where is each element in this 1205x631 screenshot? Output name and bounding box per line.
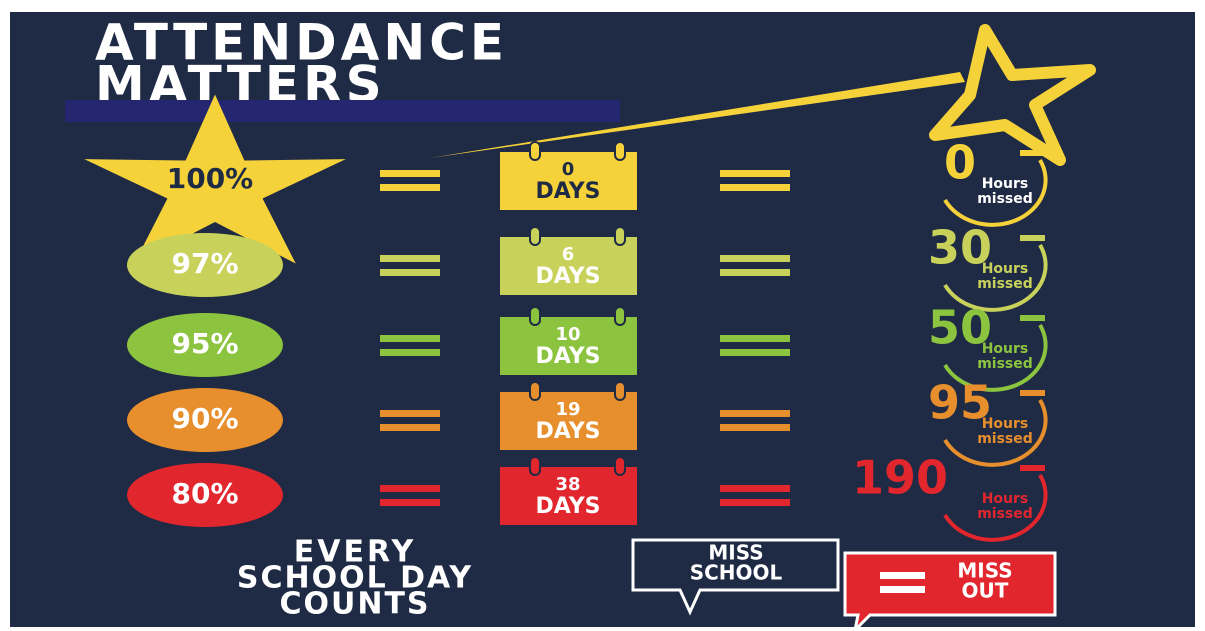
days-number: 19 xyxy=(555,399,580,420)
hours-number: 30 xyxy=(928,221,992,275)
bubble-left xyxy=(631,538,840,616)
hours-label: Hours xyxy=(982,176,1029,192)
bubble-text: SCHOOL xyxy=(690,561,783,585)
calendar xyxy=(500,152,637,210)
clock-knob xyxy=(1020,315,1045,321)
hours-number: 0 xyxy=(944,136,976,190)
hours-label: missed xyxy=(977,506,1033,522)
equals xyxy=(720,255,790,262)
equals xyxy=(380,485,440,492)
clock xyxy=(943,323,1048,392)
hours-label: Hours xyxy=(982,341,1029,357)
calendar xyxy=(500,317,637,375)
slogan: EVERY xyxy=(294,535,416,570)
title-bar xyxy=(65,100,620,122)
equals xyxy=(720,269,790,276)
star-streak xyxy=(430,72,965,158)
top-strip xyxy=(0,0,1205,12)
percent: 80% xyxy=(171,477,238,510)
equals xyxy=(880,586,925,593)
equals xyxy=(880,572,925,579)
equals xyxy=(720,184,790,191)
hours-label: missed xyxy=(977,276,1033,292)
percent: 97% xyxy=(171,247,238,280)
clock xyxy=(943,473,1048,542)
equals xyxy=(720,485,790,492)
title-line: ATTENDANCE xyxy=(95,14,508,72)
days-number: 6 xyxy=(562,244,575,265)
clock-knob xyxy=(1020,235,1045,241)
equals xyxy=(720,499,790,506)
hours-number: 50 xyxy=(928,301,992,355)
days-label: DAYS xyxy=(536,419,601,444)
percent: 90% xyxy=(171,402,238,435)
days-number: 0 xyxy=(562,159,575,180)
calendar-ring xyxy=(614,141,626,161)
hours-number: 190 xyxy=(852,451,948,505)
calendar-ring xyxy=(529,456,541,476)
hours-label: missed xyxy=(977,356,1033,372)
percent-badge xyxy=(127,388,283,452)
clock xyxy=(943,398,1048,467)
percent-badge xyxy=(127,233,283,297)
calendar-ring xyxy=(614,456,626,476)
star-outline xyxy=(929,24,1096,166)
calendar-ring xyxy=(614,306,626,326)
hours-label: Hours xyxy=(982,261,1029,277)
equals xyxy=(380,335,440,342)
bubble-text: MISS xyxy=(708,541,763,565)
hours-number: 95 xyxy=(928,376,992,430)
calendar-ring xyxy=(614,226,626,246)
calendar-ring xyxy=(529,226,541,246)
days-label: DAYS xyxy=(536,264,601,289)
equals xyxy=(380,184,440,191)
equals xyxy=(380,410,440,417)
clock-knob xyxy=(1020,390,1045,396)
calendar xyxy=(500,237,637,295)
bubble-text: OUT xyxy=(962,579,1009,603)
calendar-ring xyxy=(529,381,541,401)
clock-knob xyxy=(1020,150,1045,156)
equals xyxy=(380,349,440,356)
hours-label: Hours xyxy=(982,416,1029,432)
equals xyxy=(380,269,440,276)
days-number: 38 xyxy=(555,474,580,495)
days-label: DAYS xyxy=(536,179,601,204)
days-label: DAYS xyxy=(536,494,601,519)
calendar-ring xyxy=(529,141,541,161)
calendar xyxy=(500,392,637,450)
equals xyxy=(720,424,790,431)
equals xyxy=(720,410,790,417)
equals xyxy=(720,335,790,342)
equals xyxy=(380,255,440,262)
slogan: COUNTS xyxy=(279,587,430,622)
percent: 100% xyxy=(167,162,254,195)
bubble-text: MISS xyxy=(957,559,1012,583)
percent: 95% xyxy=(171,327,238,360)
hours-label: missed xyxy=(977,191,1033,207)
clock-knob xyxy=(1020,465,1045,471)
percent-badge xyxy=(127,313,283,377)
equals xyxy=(720,170,790,177)
hours-label: Hours xyxy=(982,491,1029,507)
equals xyxy=(720,349,790,356)
slogan: SCHOOL DAY xyxy=(237,561,473,596)
equals xyxy=(380,424,440,431)
equals xyxy=(380,499,440,506)
clock xyxy=(943,243,1048,312)
clock xyxy=(943,158,1048,227)
calendar-ring xyxy=(614,381,626,401)
percent-star xyxy=(84,94,346,264)
calendar xyxy=(500,467,637,525)
calendar-ring xyxy=(529,306,541,326)
percent-badge xyxy=(127,463,283,527)
hours-label: missed xyxy=(977,431,1033,447)
equals xyxy=(380,170,440,177)
days-number: 10 xyxy=(555,324,580,345)
days-label: DAYS xyxy=(536,344,601,369)
